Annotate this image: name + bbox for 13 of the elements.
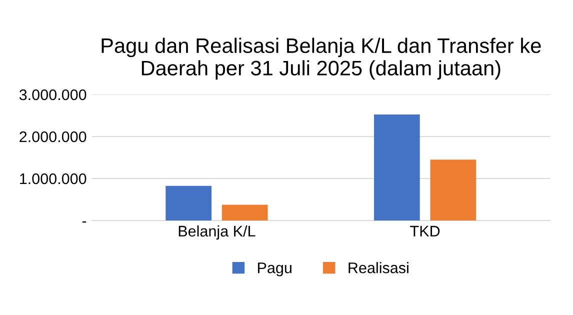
- x-tick-label: Belanja K/L: [178, 225, 256, 240]
- bar: [166, 186, 212, 220]
- bar: [430, 160, 476, 220]
- legend-label: Pagu: [258, 262, 292, 276]
- bar: [222, 204, 268, 220]
- legend-label: Realisasi: [348, 262, 408, 274]
- y-tick-label: 3.000.000: [19, 89, 86, 100]
- x-tick-label: TKD: [410, 226, 440, 236]
- chart-title: Pagu dan Realisasi Belanja K/L dan Transfer ke Daerah per 31 Juli 2025 (dalam jutaan): [102, 38, 541, 80]
- y-tick-label: -: [82, 221, 86, 223]
- y-tick-label: 2.000.000: [20, 131, 86, 142]
- bar: [374, 114, 420, 220]
- y-tick-label: 1.000.000: [20, 173, 86, 184]
